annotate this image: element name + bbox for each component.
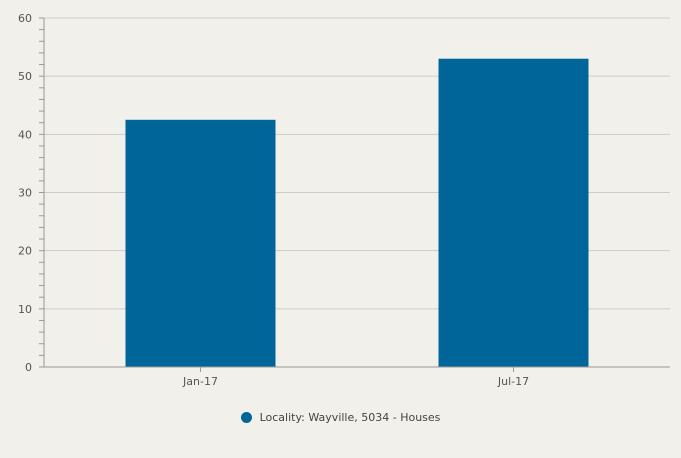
legend[interactable]: Locality: Wayville, 5034 - Houses (0, 406, 681, 428)
y-axis-minor-ticks (39, 17, 44, 368)
y-tick-label: 20 (18, 245, 32, 258)
y-tick-label: 60 (18, 12, 32, 25)
x-tick-label: Jan-17 (182, 375, 218, 388)
legend-marker-icon (240, 411, 252, 423)
legend-label: Locality: Wayville, 5034 - Houses (259, 410, 441, 424)
y-tick-label: 30 (18, 187, 32, 200)
y-tick-label: 10 (18, 303, 32, 316)
bar[interactable] (125, 119, 276, 368)
x-tick-label: Jul-17 (497, 375, 529, 388)
y-tick-label: 40 (18, 128, 32, 141)
y-tick-label: 50 (18, 70, 32, 83)
bar[interactable] (438, 58, 589, 367)
x-axis-tick-labels: Jan-17 Jul-17 (182, 367, 529, 388)
y-tick-label: 0 (25, 361, 32, 374)
bars (125, 58, 589, 368)
y-axis-tick-labels: 0 10 20 30 40 50 60 (18, 12, 32, 374)
